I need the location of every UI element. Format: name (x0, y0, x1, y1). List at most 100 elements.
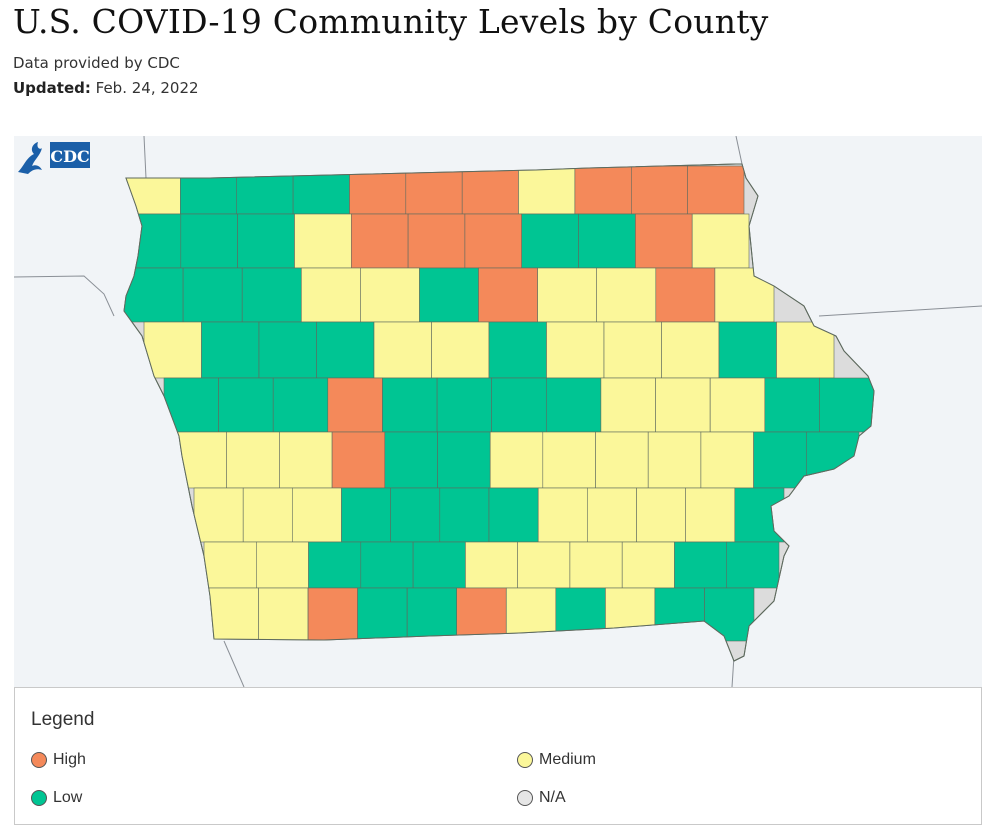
county-low[interactable] (292, 165, 350, 215)
county-medium[interactable] (124, 165, 181, 215)
county-low[interactable] (341, 487, 392, 543)
county-medium[interactable] (208, 587, 259, 642)
county-medium[interactable] (661, 321, 720, 379)
county-medium[interactable] (647, 431, 702, 489)
county-medium[interactable] (256, 541, 309, 589)
county-medium[interactable] (537, 487, 588, 543)
legend-item-medium[interactable]: Medium (517, 751, 596, 769)
county-medium[interactable] (279, 431, 333, 489)
county-medium[interactable] (373, 321, 432, 379)
county-medium[interactable] (714, 267, 775, 323)
county-low[interactable] (182, 267, 243, 323)
county-high[interactable] (407, 213, 466, 269)
county-cells[interactable] (124, 165, 874, 642)
county-low[interactable] (491, 377, 547, 433)
county-medium[interactable] (685, 487, 736, 543)
county-low[interactable] (488, 321, 547, 379)
county-medium[interactable] (360, 267, 420, 323)
county-low[interactable] (360, 541, 414, 589)
county-high[interactable] (630, 165, 688, 215)
county-low[interactable] (382, 377, 438, 433)
legend-item-high[interactable]: High (31, 751, 86, 769)
county-low[interactable] (488, 487, 539, 543)
county-medium[interactable] (431, 321, 490, 379)
county-medium[interactable] (655, 377, 711, 433)
county-medium[interactable] (569, 541, 623, 589)
county-low[interactable] (437, 431, 491, 489)
county-high[interactable] (687, 165, 745, 215)
county-low[interactable] (163, 377, 219, 433)
county-high[interactable] (307, 587, 358, 642)
county-medium[interactable] (537, 267, 597, 323)
county-low[interactable] (555, 587, 606, 642)
county-medium[interactable] (258, 587, 309, 642)
county-high[interactable] (574, 165, 632, 215)
county-high[interactable] (456, 587, 507, 642)
county-low[interactable] (124, 213, 182, 269)
county-low[interactable] (578, 213, 636, 269)
county-low[interactable] (180, 165, 238, 215)
county-high[interactable] (461, 165, 519, 215)
legend-item-low[interactable]: Low (31, 789, 82, 807)
county-low[interactable] (753, 431, 807, 489)
county-low[interactable] (180, 213, 238, 269)
legend-item-na[interactable]: N/A (517, 789, 566, 807)
county-low[interactable] (236, 165, 294, 215)
county-high[interactable] (655, 267, 716, 323)
county-low[interactable] (521, 213, 579, 269)
county-high[interactable] (635, 213, 693, 269)
county-medium[interactable] (636, 487, 687, 543)
county-low[interactable] (218, 377, 274, 433)
county-medium[interactable] (300, 267, 361, 323)
county-low[interactable] (764, 377, 820, 433)
county-medium[interactable] (621, 541, 675, 589)
county-medium[interactable] (603, 321, 662, 379)
county-medium[interactable] (542, 431, 596, 489)
county-medium[interactable] (193, 487, 244, 543)
county-medium[interactable] (173, 431, 228, 489)
county-low[interactable] (805, 431, 860, 489)
county-low[interactable] (201, 321, 260, 379)
county-medium[interactable] (600, 377, 656, 433)
county-low[interactable] (237, 213, 295, 269)
county-low[interactable] (439, 487, 490, 543)
county-high[interactable] (331, 431, 386, 489)
county-medium[interactable] (203, 541, 257, 589)
county-medium[interactable] (691, 213, 750, 269)
county-high[interactable] (350, 213, 409, 269)
county-high[interactable] (464, 213, 522, 269)
county-high[interactable] (405, 165, 463, 215)
county-low[interactable] (272, 377, 329, 433)
county-medium[interactable] (294, 213, 352, 269)
county-medium[interactable] (546, 321, 605, 379)
county-low[interactable] (390, 487, 441, 543)
county-high[interactable] (478, 267, 538, 323)
county-low[interactable] (258, 321, 317, 379)
county-map[interactable]: CDC (14, 136, 982, 687)
county-medium[interactable] (595, 431, 649, 489)
county-low[interactable] (406, 587, 458, 642)
county-low[interactable] (308, 541, 362, 589)
county-medium[interactable] (518, 165, 576, 215)
county-medium[interactable] (143, 321, 202, 379)
county-low[interactable] (124, 267, 184, 323)
county-medium[interactable] (242, 487, 293, 543)
county-low[interactable] (412, 541, 466, 589)
county-low[interactable] (674, 541, 728, 589)
county-medium[interactable] (605, 587, 656, 642)
county-map-svg[interactable] (14, 136, 982, 687)
county-low[interactable] (241, 267, 302, 323)
county-low[interactable] (704, 587, 755, 642)
county-low[interactable] (654, 587, 705, 642)
county-low[interactable] (545, 377, 602, 433)
county-high[interactable] (327, 377, 383, 433)
county-low[interactable] (357, 587, 408, 642)
county-low[interactable] (436, 377, 493, 433)
county-medium[interactable] (465, 541, 518, 589)
county-low[interactable] (819, 377, 874, 433)
county-low[interactable] (316, 321, 375, 379)
county-medium[interactable] (226, 431, 280, 489)
county-low[interactable] (384, 431, 438, 489)
county-low[interactable] (726, 541, 780, 589)
county-low[interactable] (419, 267, 479, 323)
